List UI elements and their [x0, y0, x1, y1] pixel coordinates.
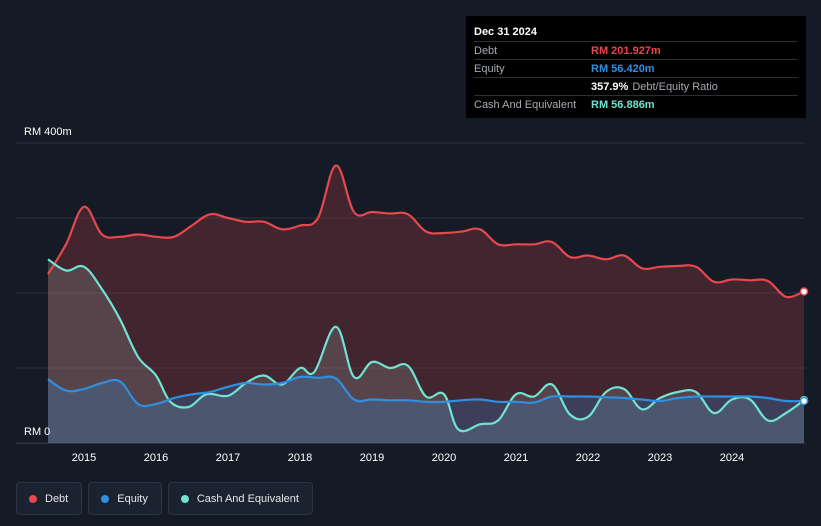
end-markers: [799, 287, 809, 406]
x-tick-label: 2018: [288, 452, 312, 464]
x-tick-label: 2015: [72, 452, 96, 464]
tooltip-ratio-row: 357.9% Debt/Equity Ratio: [474, 77, 798, 95]
tooltip-date: Dec 31 2024: [474, 26, 537, 38]
debt-dot-icon: [29, 494, 37, 503]
axis-labels: RM 400m RM 0 2015 2016 2017 2018 2019 2020 2021 2…: [24, 126, 744, 464]
legend-item-cash[interactable]: Cash And Equivalent: [167, 482, 313, 515]
equity-area: [48, 376, 804, 443]
legend-label-cash: Cash And Equivalent: [196, 492, 299, 505]
legend-item-debt[interactable]: Debt: [16, 482, 83, 515]
cash-dot-icon: [180, 494, 189, 503]
chart-legend: Debt Equity Cash And Equivalent: [16, 482, 313, 515]
tooltip-debt-value: RM 201.927m: [591, 44, 661, 57]
y-label-top: RM 400m: [24, 126, 72, 138]
x-tick-label: 2024: [720, 452, 744, 464]
tooltip-cash-value: RM 56.886m: [591, 98, 655, 111]
debt-area: [48, 165, 804, 443]
tooltip-debt-row: Debt RM 201.927m: [474, 41, 798, 59]
equity-end-marker: [799, 396, 809, 406]
tooltip-debt-label: Debt: [474, 44, 498, 57]
debt-end-marker: [799, 287, 809, 296]
tooltip-equity-row: Equity RM 56.420m: [474, 59, 798, 77]
cash-line: [47, 258, 805, 433]
x-tick-label: 2023: [648, 452, 672, 464]
legend-label-debt: Debt: [45, 492, 69, 505]
x-tick-label: 2016: [144, 452, 168, 464]
tooltip-equity-value: RM 56.420m: [591, 62, 655, 75]
x-tick-label: 2019: [360, 452, 384, 464]
legend-item-equity[interactable]: Equity: [88, 482, 162, 515]
series-lines: [47, 164, 805, 433]
tooltip-panel: Dec 31 2024 Debt RM 201.927m Equity RM 5…: [466, 16, 806, 118]
debt-line: [47, 164, 805, 299]
x-tick-label: 2022: [576, 452, 600, 464]
x-tick-label: 2017: [216, 452, 240, 464]
tooltip-cash-label: Cash And Equivalent: [474, 98, 577, 111]
tooltip-equity-label: Equity: [474, 62, 505, 75]
equity-line: [47, 375, 805, 408]
legend-label-equity: Equity: [117, 492, 148, 505]
tooltip-ratio-label: Debt/Equity Ratio: [632, 80, 718, 93]
x-tick-label: 2020: [432, 452, 456, 464]
y-label-bottom: RM 0: [24, 426, 50, 438]
tooltip-cash-row: Cash And Equivalent RM 56.886m: [474, 95, 798, 113]
equity-dot-icon: [101, 494, 110, 503]
tooltip-ratio-value: 357.9%: [591, 80, 629, 93]
x-tick-label: 2021: [504, 452, 528, 464]
